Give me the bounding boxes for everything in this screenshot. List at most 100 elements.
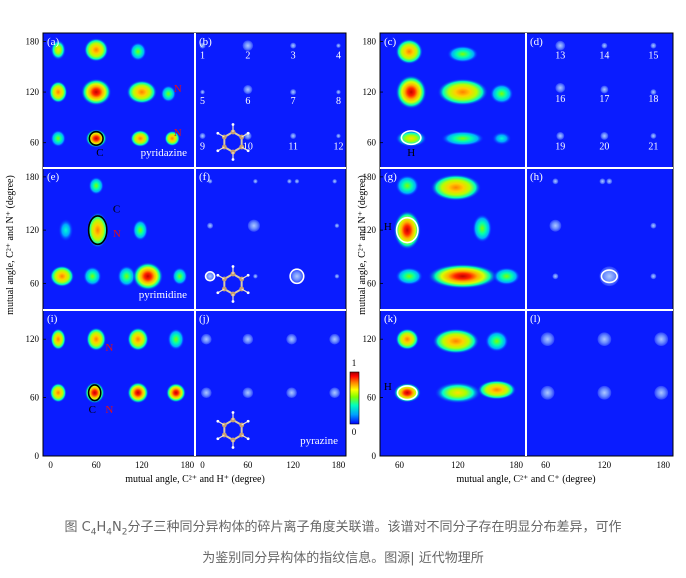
simulated-peak-j-7	[329, 387, 340, 399]
simulated-peak-f-2	[287, 179, 292, 184]
x-tick-60: 60	[541, 460, 551, 470]
panel-label-i: (i)	[47, 313, 58, 325]
panel-label-e: (e)	[47, 171, 60, 183]
caption-line-2: 为鉴别同分异构体的指纹信息。图源| 近代物理所	[202, 550, 484, 566]
peak-number-12: 12	[333, 141, 343, 152]
y-tick-60: 60	[30, 138, 40, 148]
highlight-ring-k-0	[396, 385, 418, 401]
intensity-island-k-2	[485, 330, 509, 352]
x-tick-0: 0	[48, 460, 53, 470]
highlight-ring-f-0	[289, 268, 305, 285]
intensity-island-c-1	[447, 45, 479, 63]
intensity-island-g-2	[393, 210, 421, 250]
intensity-island-c-4	[489, 83, 514, 104]
panel-g: H (g)	[380, 168, 526, 310]
panel-label-b: (b)	[199, 36, 212, 48]
peak-number-7: 7	[291, 96, 296, 107]
panel-label-h: (h)	[530, 171, 543, 183]
intensity-island-a-2	[129, 42, 147, 61]
panel-b-background	[195, 33, 346, 168]
y-tick-120: 120	[26, 225, 40, 235]
panel-c: H (c)	[380, 33, 526, 168]
highlight-ring-f-1	[204, 271, 216, 282]
annotation-a-0: N	[174, 83, 182, 95]
y-tick-120: 120	[363, 87, 377, 97]
simulated-peak-b-3	[336, 43, 341, 48]
annotation-a-1: N	[174, 127, 182, 139]
intensity-island-g-6	[492, 267, 521, 286]
x-axis-label-right: mutual angle, C²⁺ and C⁺ (degree)	[456, 474, 595, 485]
simulated-peak-h-4	[650, 222, 657, 229]
intensity-island-g-4	[395, 267, 423, 286]
intensity-island-k-4	[434, 382, 482, 404]
simulated-peak-b-5	[243, 85, 253, 95]
intensity-island-i-3	[167, 328, 185, 350]
annotation-e-0: C	[113, 203, 120, 215]
simulated-peak-f-1	[253, 179, 258, 184]
intensity-island-c-7	[491, 131, 512, 146]
simulated-peak-h-3	[549, 219, 562, 232]
simulated-peak-l-5	[654, 385, 669, 400]
intensity-island-a-7	[50, 130, 66, 147]
annotation-k-0: H	[384, 381, 392, 393]
intensity-island-g-0	[395, 175, 419, 197]
y-tick-120: 120	[26, 87, 40, 97]
simulated-peak-d-1	[601, 42, 608, 49]
peak-number-4: 4	[336, 50, 341, 61]
panel-h-background	[526, 168, 673, 310]
panel-f: (f)	[195, 168, 346, 310]
intensity-island-i-7	[166, 383, 186, 403]
intensity-island-a-10	[164, 130, 180, 147]
simulated-peak-b-11	[336, 133, 341, 139]
molecule-sketch-f	[216, 265, 250, 303]
y-tick-labels: 6012018060120180601201806012018006012006…	[26, 36, 383, 461]
panel-h: (h)	[526, 168, 673, 310]
intensity-island-e-7	[132, 262, 164, 291]
highlight-ring-c-0	[400, 130, 422, 146]
simulated-peak-h-7	[650, 273, 657, 280]
x-tick-120: 120	[598, 460, 612, 470]
y-axis-label-0: mutual angle, C²⁺ and N⁺ (degree)	[5, 175, 16, 315]
y-tick-60: 60	[367, 393, 377, 403]
x-axis-label-left: mutual angle, C²⁺ and H⁺ (degree)	[125, 474, 265, 485]
simulated-peak-j-3	[329, 333, 340, 345]
panel-j-background	[195, 310, 346, 456]
intensity-island-e-4	[49, 265, 75, 287]
simulated-peak-f-5	[207, 222, 214, 229]
peak-number-8: 8	[336, 96, 341, 107]
intensity-island-i-6	[127, 382, 149, 404]
simulated-peak-b-7	[336, 89, 341, 95]
y-tick-60: 60	[367, 278, 377, 288]
y-tick-120: 120	[363, 334, 377, 344]
y-tick-0: 0	[35, 451, 40, 461]
panel-i: NC N(i)	[43, 310, 195, 456]
intensity-island-e-3	[132, 219, 148, 241]
simulated-peak-d-0	[555, 40, 566, 51]
panel-label-a: (a)	[47, 36, 60, 48]
peak-number-13: 13	[555, 50, 565, 61]
intensity-island-e-2	[87, 212, 109, 248]
highlight-ring-h-0	[600, 269, 618, 284]
colorbar-max-label: 1	[352, 358, 357, 368]
intensity-island-e-5	[83, 266, 102, 287]
simulated-peak-j-4	[201, 387, 212, 399]
y-axis-label-1: mutual angle, C²⁺ and N⁺ (degree)	[357, 175, 368, 315]
simulated-peak-b-1	[242, 40, 254, 51]
simulated-peak-j-5	[242, 387, 254, 399]
intensity-island-c-2	[395, 75, 427, 109]
intensity-island-a-6	[160, 85, 176, 103]
panel-label-l: (l)	[530, 313, 541, 325]
x-tick-180: 180	[510, 460, 524, 470]
peak-number-14: 14	[599, 50, 609, 61]
simulated-peak-b-10	[290, 132, 297, 139]
panel-j: pyrazine (j)	[195, 310, 346, 456]
intensity-island-g-1	[430, 174, 482, 201]
simulated-peak-f-3	[294, 179, 300, 184]
panel-label-g: (g)	[384, 171, 397, 183]
panel-a: N N C pyridazine (a)	[43, 33, 195, 168]
intensity-island-c-3	[437, 78, 489, 106]
simulated-peak-l-4	[597, 385, 612, 400]
x-tick-180: 180	[656, 460, 670, 470]
intensity-island-k-1	[432, 328, 480, 354]
simulated-peak-h-0	[552, 178, 559, 185]
